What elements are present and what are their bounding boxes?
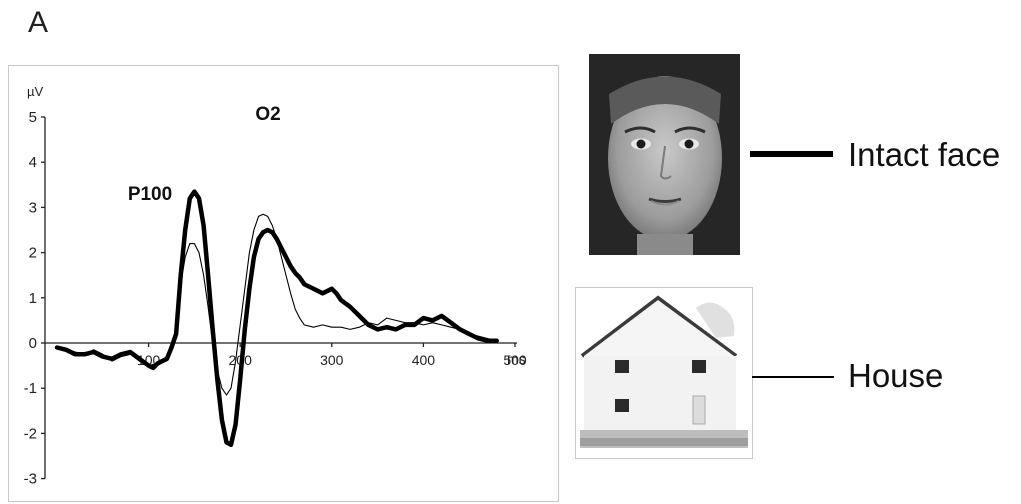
- y-tick-label: 1: [29, 290, 37, 307]
- legend-line-intact-face: [750, 151, 833, 157]
- y-tick-label: 5: [29, 109, 37, 126]
- y-axis: 5 4 3 2 1 0 -1 -2 -3: [24, 109, 46, 488]
- y-tick-label: 3: [29, 199, 37, 216]
- series-lines: [54, 189, 499, 447]
- x-tick-label: 400: [412, 352, 436, 368]
- series-line-intact-face: [54, 189, 499, 447]
- series-line-house: [56, 213, 498, 396]
- legend-label-house: House: [848, 357, 944, 394]
- x-tick-label: 300: [320, 352, 344, 368]
- y-tick-label: 4: [29, 154, 37, 171]
- y-tick-label: -1: [24, 380, 37, 397]
- y-tick-label: -3: [24, 471, 37, 488]
- legend-label-intact-face: Intact face: [848, 136, 1001, 173]
- panel-label: A: [28, 6, 49, 39]
- intact-face-image: [589, 54, 740, 255]
- legend-line-house: [752, 376, 834, 378]
- y-tick-label: -2: [24, 425, 37, 442]
- x-axis-label: ms: [507, 351, 526, 367]
- p100-annotation: P100: [128, 184, 172, 205]
- erp-chart-frame: 5 4 3 2 1 0 -1 -2 -3 100 200 300 400 500 O2 P100 µV …: [8, 65, 559, 502]
- chart-title: O2: [255, 104, 280, 125]
- y-axis-label: µV: [27, 84, 43, 99]
- y-tick-label: 0: [29, 335, 37, 352]
- x-tick-label: 500: [503, 352, 527, 368]
- house-image: [575, 287, 753, 459]
- y-tick-label: 2: [29, 245, 37, 262]
